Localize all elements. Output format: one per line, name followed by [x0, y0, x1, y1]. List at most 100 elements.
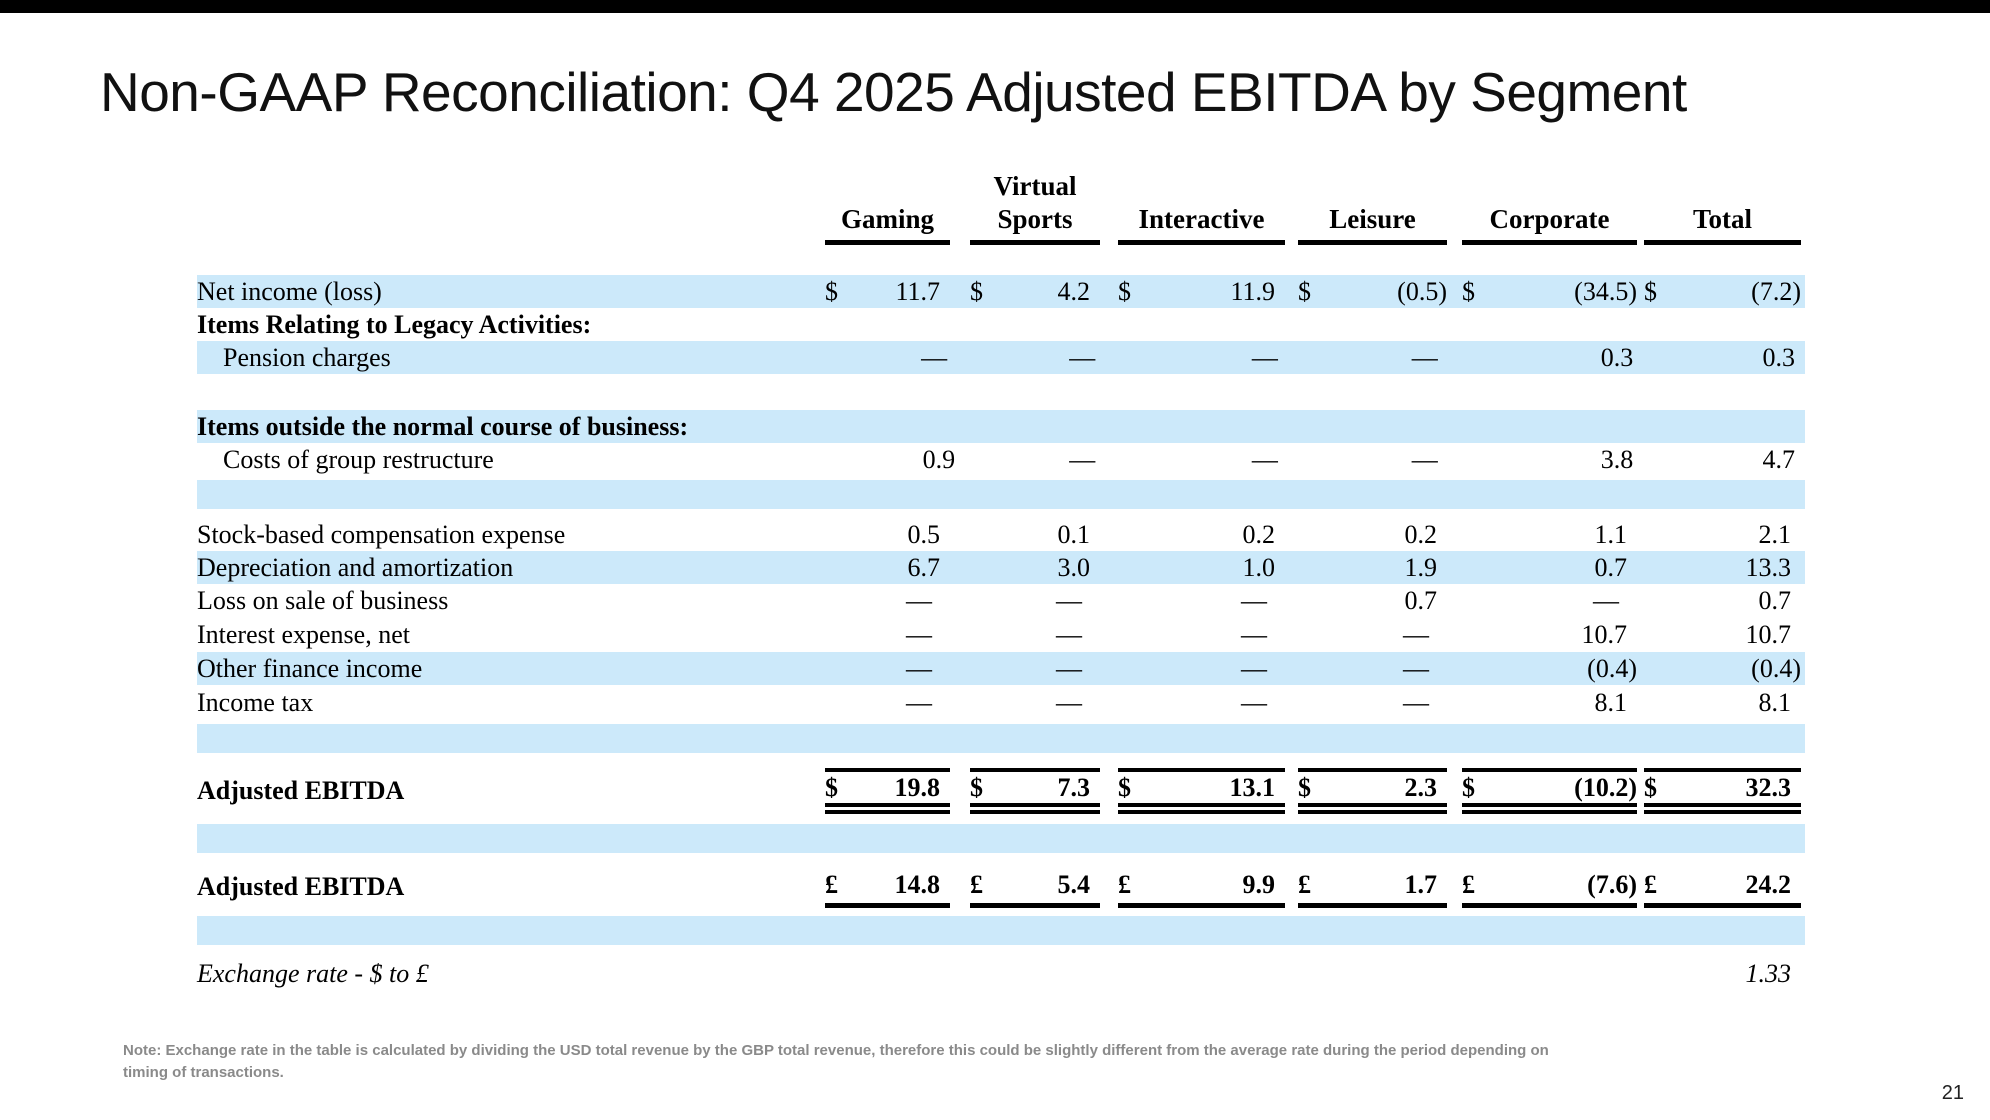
- table-row: Net income (loss) $11.7 $4.2 $11.9 $ (0.5) $ (3…: [197, 275, 1805, 308]
- top-black-bar: [0, 0, 1990, 13]
- cell-group: [1298, 954, 1447, 994]
- cell-group: £ (7.6): [1462, 866, 1637, 908]
- cell-group: 1.0: [1118, 551, 1285, 584]
- cell-group: 0.7: [1462, 551, 1637, 584]
- column-header: Leisure: [1298, 203, 1447, 245]
- table-row: [197, 824, 1805, 853]
- cell-group: —: [825, 617, 950, 652]
- cell-value: 19.8: [894, 772, 941, 802]
- table-row: [197, 374, 1805, 410]
- cell-value: 11.9: [1230, 276, 1275, 306]
- cell-group: —: [1309, 443, 1456, 476]
- cell-group: 6.7: [825, 551, 950, 584]
- cell-value: 13.1: [1229, 772, 1276, 802]
- cell-value: (10.2): [1574, 772, 1637, 802]
- cell-group: $11.7: [825, 275, 950, 308]
- cell-group: 10.7: [1462, 617, 1637, 652]
- table-row: Depreciation and amortization 6.7 3.0 1.0 1.…: [197, 551, 1805, 584]
- cell-value: 14.8: [894, 869, 941, 899]
- footnote-line-2: timing of transactions.: [123, 1064, 284, 1081]
- cell-group: (0.4): [1462, 652, 1637, 685]
- cell-value: —: [1241, 585, 1267, 615]
- cell-group: [970, 954, 1100, 994]
- cell-group: 0.3: [1471, 341, 1643, 374]
- cell-value: —: [1251, 342, 1278, 372]
- cell-group: —: [970, 685, 1100, 720]
- cell-group: 0.7: [1298, 584, 1447, 617]
- cell-group: $4.2: [970, 275, 1100, 308]
- cell-value: 4.2: [1057, 276, 1091, 306]
- row-label: Adjusted EBITDA: [197, 872, 405, 901]
- cell-value: 8.1: [1758, 687, 1792, 717]
- table-body: Net income (loss) $11.7 $4.2 $11.9 $ (0.5) $ (3…: [197, 275, 1805, 994]
- column-header-underline: [1298, 240, 1447, 245]
- column-header-underline: [1118, 240, 1285, 245]
- cell-value: 3.8: [1600, 444, 1634, 474]
- row-label: Stock-based compensation expense: [197, 519, 566, 549]
- cell-group: £5.4: [970, 866, 1100, 908]
- cell-group: 1.9: [1298, 551, 1447, 584]
- table-row: Loss on sale of business — — — 0.7 — 0.7: [197, 584, 1805, 617]
- table-row: Items outside the normal course of busin…: [197, 410, 1805, 443]
- slide-title: Non-GAAP Reconciliation: Q4 2025 Adjuste…: [100, 61, 1687, 123]
- cell-currency-symbol: $: [1118, 276, 1131, 306]
- cell-value: 0.5: [907, 519, 941, 549]
- table-row: Pension charges — — — — 0.3 0.3: [197, 341, 1805, 374]
- cell-value: —: [1069, 444, 1096, 474]
- table-row: Interest expense, net — — — — 10.7 10.7: [197, 617, 1805, 652]
- cell-group: $19.8: [825, 768, 950, 814]
- cell-group: —: [1298, 685, 1447, 720]
- cell-group: 8.1: [1644, 685, 1801, 720]
- cell-group: —: [1118, 584, 1285, 617]
- page-number: 21: [1941, 1082, 1964, 1104]
- cell-currency-symbol: £: [1462, 869, 1475, 899]
- cell-group: $ (34.5): [1462, 275, 1637, 308]
- table-row: Exchange rate - $ to £ 1.33: [197, 954, 1805, 994]
- cell-currency-symbol: $: [1118, 772, 1131, 802]
- cell-group: —: [825, 652, 950, 685]
- cell-group: $ (10.2): [1462, 768, 1637, 814]
- column-header-underline: [1644, 240, 1801, 245]
- cell-value: (0.4): [1587, 653, 1637, 683]
- cell-group: —: [985, 341, 1113, 374]
- cell-value: (0.5): [1397, 276, 1447, 306]
- cell-group: (0.4): [1644, 652, 1801, 685]
- cell-currency-symbol: $: [825, 772, 838, 802]
- cell-value: 0.2: [1242, 519, 1276, 549]
- table-row: [197, 480, 1805, 509]
- cell-group: £14.8: [825, 866, 950, 908]
- cell-group: —: [970, 584, 1100, 617]
- cell-currency-symbol: $: [1644, 772, 1657, 802]
- cell-group: 0.1: [970, 518, 1100, 551]
- cell-value: (7.2): [1751, 276, 1801, 306]
- cell-group: —: [825, 685, 950, 720]
- cell-currency-symbol: $: [970, 276, 983, 306]
- cell-value: —: [906, 687, 932, 717]
- cell-value: 1.0: [1242, 552, 1276, 582]
- cell-value: 11.7: [895, 276, 940, 306]
- table-row: Income tax — — — — 8.1 8.1: [197, 685, 1805, 720]
- cell-value: —: [1069, 342, 1096, 372]
- cell-currency-symbol: $: [1462, 772, 1475, 802]
- row-label: Net income (loss): [197, 276, 382, 306]
- cell-group: 0.3: [1650, 341, 1805, 374]
- row-label: Items Relating to Legacy Activities:: [197, 309, 592, 339]
- cell-value: 24.2: [1745, 869, 1792, 899]
- cell-currency-symbol: £: [825, 869, 838, 899]
- cell-currency-symbol: £: [1298, 869, 1311, 899]
- cell-group: 1.33: [1644, 954, 1801, 994]
- column-header-line2: Gaming: [840, 204, 934, 234]
- cell-group: 10.7: [1644, 617, 1801, 652]
- column-header-line2: Interactive: [1138, 204, 1265, 234]
- table-row: Adjusted EBITDA £14.8 £5.4 £9.9 £1.7 £ (7.6) £2…: [197, 862, 1805, 912]
- cell-currency-symbol: £: [1118, 869, 1131, 899]
- cell-group: —: [985, 443, 1113, 476]
- cell-group: —: [970, 652, 1100, 685]
- cell-value: —: [1593, 585, 1619, 615]
- cell-value: 5.4: [1057, 869, 1091, 899]
- column-header-underline: [970, 240, 1100, 245]
- cell-value: —: [1056, 619, 1082, 649]
- cell-value: 0.3: [1600, 342, 1634, 372]
- cell-value: —: [1056, 653, 1082, 683]
- cell-value: 6.7: [907, 552, 941, 582]
